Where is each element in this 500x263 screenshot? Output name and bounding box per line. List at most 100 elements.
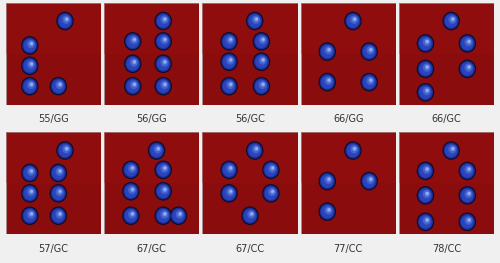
Bar (202, 132, 298, 183)
Circle shape (242, 207, 258, 224)
Circle shape (227, 37, 234, 44)
Circle shape (418, 215, 432, 229)
Circle shape (346, 143, 360, 158)
Circle shape (322, 45, 333, 58)
Text: 55/GG: 55/GG (38, 114, 69, 124)
Circle shape (446, 144, 457, 156)
Circle shape (156, 147, 160, 150)
Circle shape (24, 39, 36, 52)
Circle shape (65, 18, 68, 21)
Circle shape (24, 60, 36, 72)
Circle shape (126, 34, 140, 49)
Circle shape (155, 78, 172, 95)
Circle shape (251, 213, 252, 214)
Circle shape (158, 185, 169, 197)
Circle shape (249, 144, 260, 156)
Circle shape (426, 89, 428, 91)
Circle shape (155, 33, 172, 50)
Circle shape (63, 146, 70, 153)
Circle shape (426, 66, 428, 68)
Circle shape (424, 166, 430, 173)
Circle shape (28, 61, 34, 68)
Circle shape (449, 146, 456, 153)
Circle shape (227, 189, 234, 195)
Circle shape (65, 147, 68, 150)
Circle shape (254, 78, 270, 95)
Circle shape (132, 189, 134, 190)
Circle shape (154, 146, 161, 153)
Circle shape (256, 18, 258, 20)
Circle shape (31, 213, 32, 214)
Circle shape (155, 12, 172, 30)
Circle shape (418, 60, 434, 78)
Circle shape (325, 207, 332, 214)
Circle shape (230, 190, 232, 192)
Circle shape (254, 53, 270, 70)
Circle shape (24, 187, 36, 199)
Circle shape (158, 164, 169, 176)
Circle shape (158, 15, 169, 27)
Circle shape (460, 62, 474, 76)
Circle shape (127, 35, 138, 47)
Circle shape (158, 58, 169, 70)
Circle shape (351, 16, 358, 23)
Circle shape (255, 147, 258, 150)
Circle shape (52, 210, 64, 222)
Circle shape (364, 45, 375, 58)
Circle shape (131, 167, 134, 170)
Circle shape (367, 47, 374, 54)
Circle shape (134, 39, 136, 40)
Circle shape (320, 204, 334, 219)
Circle shape (57, 12, 73, 30)
Circle shape (60, 15, 70, 27)
Text: 78/CC: 78/CC (432, 244, 461, 254)
Circle shape (361, 43, 377, 60)
Circle shape (50, 207, 66, 224)
Circle shape (426, 193, 428, 194)
Bar (6, 132, 101, 183)
Circle shape (60, 213, 61, 214)
Circle shape (328, 178, 330, 180)
Circle shape (58, 83, 61, 86)
Circle shape (418, 162, 434, 180)
Circle shape (468, 168, 470, 171)
Circle shape (362, 44, 376, 59)
Circle shape (24, 167, 36, 179)
Circle shape (224, 164, 234, 176)
Circle shape (31, 43, 32, 44)
Circle shape (164, 39, 166, 40)
Circle shape (132, 213, 134, 214)
Circle shape (452, 18, 454, 20)
Circle shape (348, 144, 358, 156)
Circle shape (254, 54, 268, 69)
Circle shape (56, 189, 63, 195)
Circle shape (178, 213, 182, 216)
Circle shape (133, 38, 136, 41)
Bar (202, 3, 298, 54)
Circle shape (221, 185, 237, 202)
Bar (300, 132, 396, 183)
Circle shape (345, 142, 361, 159)
Circle shape (224, 35, 234, 47)
Circle shape (328, 208, 330, 212)
Circle shape (328, 79, 330, 81)
Circle shape (134, 83, 136, 85)
Circle shape (221, 33, 237, 50)
Circle shape (56, 168, 63, 175)
Circle shape (134, 61, 136, 62)
Circle shape (272, 190, 274, 192)
Circle shape (319, 43, 336, 60)
Circle shape (173, 210, 184, 222)
Circle shape (468, 40, 470, 43)
Circle shape (353, 18, 356, 21)
Circle shape (362, 174, 376, 188)
Circle shape (418, 188, 432, 203)
Circle shape (468, 66, 470, 69)
Circle shape (370, 178, 372, 180)
Circle shape (462, 165, 473, 177)
Circle shape (255, 18, 258, 21)
Circle shape (123, 161, 139, 179)
Circle shape (243, 208, 257, 223)
Circle shape (468, 66, 470, 68)
Circle shape (345, 12, 361, 30)
